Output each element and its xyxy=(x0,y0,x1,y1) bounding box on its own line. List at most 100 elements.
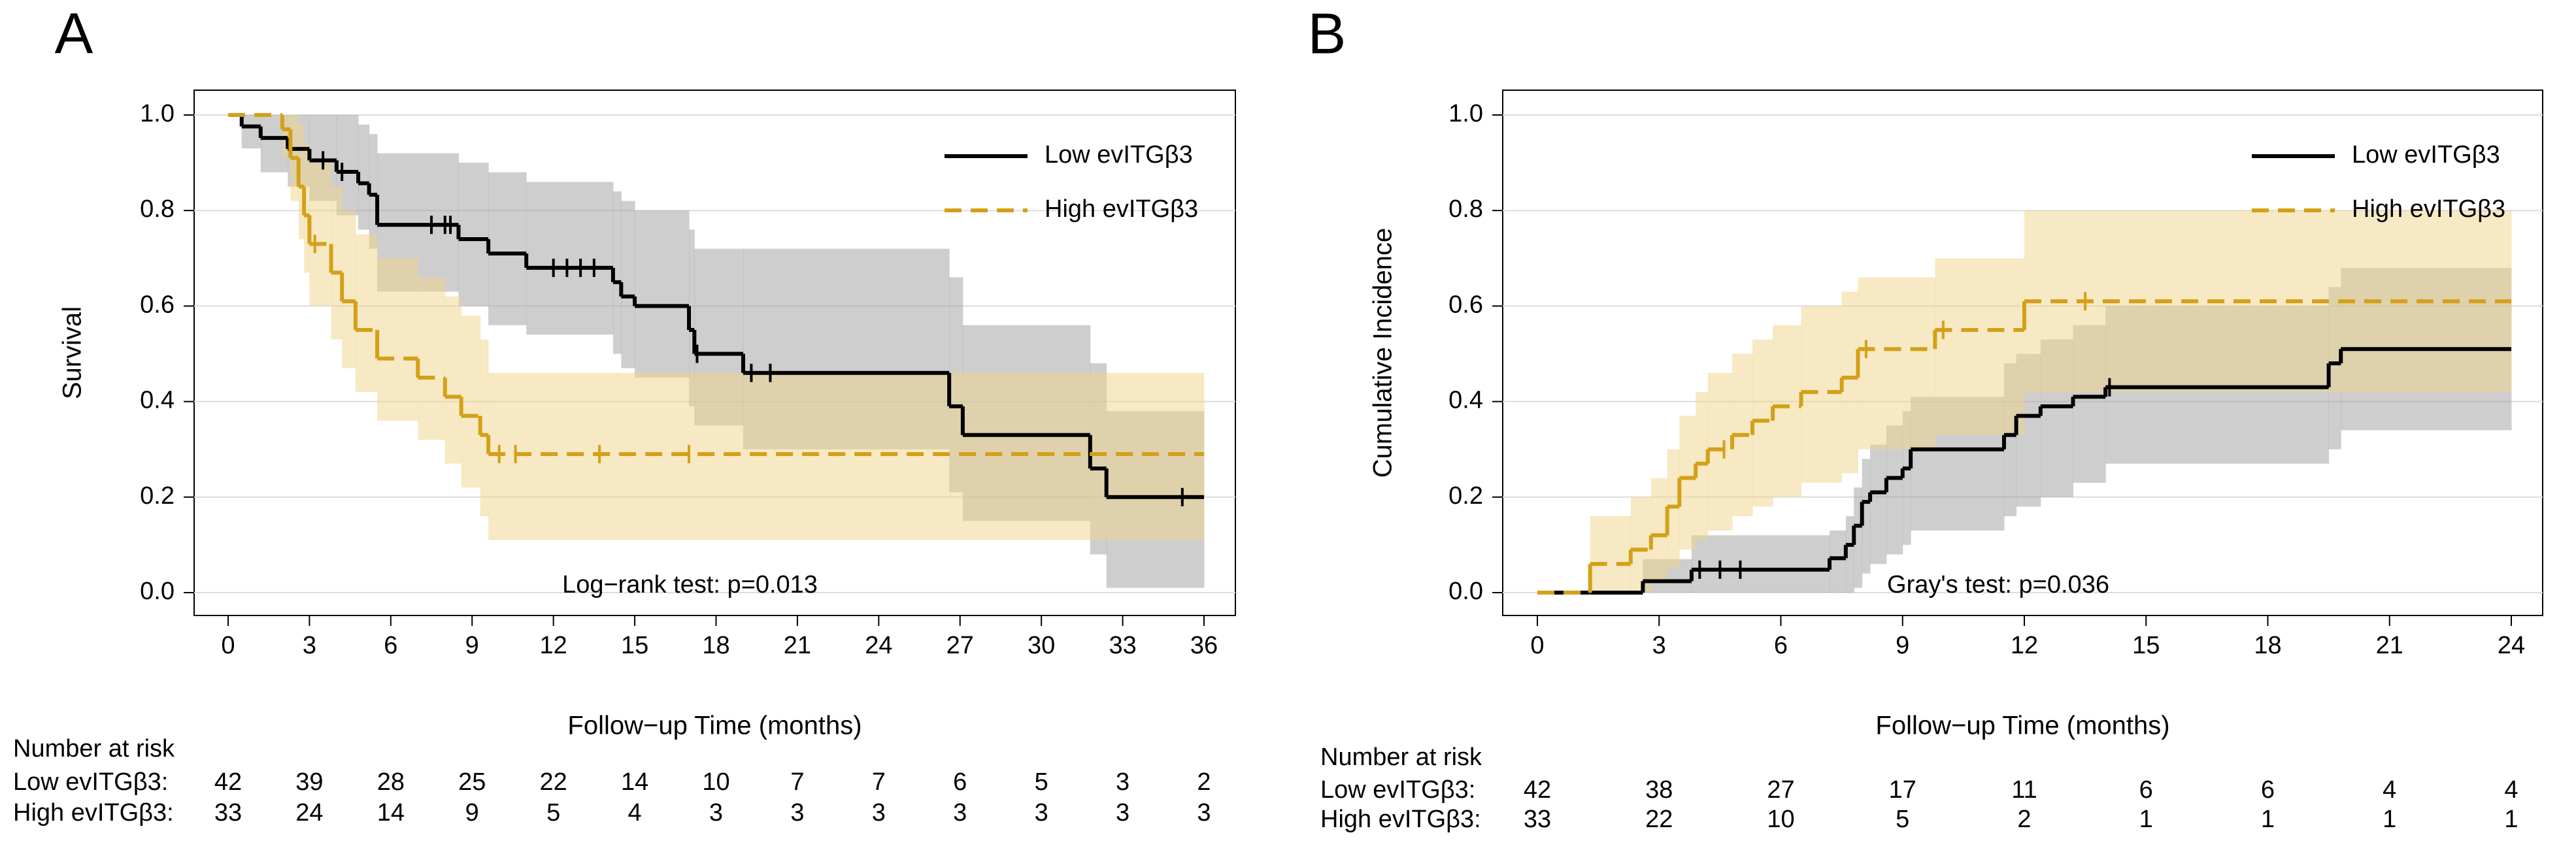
risk-count: 33 xyxy=(214,799,242,827)
risk-count: 3 xyxy=(872,799,886,827)
risk-count: 3 xyxy=(1116,768,1129,796)
risk-count: 17 xyxy=(1889,776,1916,804)
x-tick-label: 6 xyxy=(384,632,397,659)
risk-count: 10 xyxy=(702,768,729,796)
annotation: Gray's test: p=0.036 xyxy=(1887,571,2109,598)
y-tick-label: 0.6 xyxy=(140,291,175,318)
confidence-band xyxy=(1752,339,1773,507)
risk-count: 6 xyxy=(2261,776,2275,804)
x-tick-label: 9 xyxy=(1896,632,1909,659)
confidence-band xyxy=(612,191,622,354)
confidence-band xyxy=(1707,372,1733,531)
x-tick-label: 36 xyxy=(1190,632,1218,659)
risk-row-label: Low evITGβ3: xyxy=(13,768,168,796)
risk-count: 3 xyxy=(1116,799,1129,827)
plot-frame xyxy=(193,90,1236,616)
y-tick-label: 0.6 xyxy=(1448,291,1483,318)
confidence-band xyxy=(355,234,378,392)
risk-count: 28 xyxy=(377,768,405,796)
confidence-band xyxy=(1696,391,1709,540)
confidence-band xyxy=(1667,449,1680,569)
x-tick-label: 27 xyxy=(946,632,974,659)
y-axis-title: Survival xyxy=(58,306,87,399)
x-tick-label: 18 xyxy=(702,632,729,659)
risk-count: 1 xyxy=(2504,806,2518,833)
x-tick-label: 15 xyxy=(2132,632,2160,659)
risk-count: 3 xyxy=(1035,799,1048,827)
risk-count: 7 xyxy=(872,768,886,796)
confidence-band xyxy=(1858,277,1935,450)
confidence-band xyxy=(488,372,1205,540)
risk-count: 3 xyxy=(709,799,723,827)
y-tick-label: 0.0 xyxy=(1448,578,1483,605)
confidence-band xyxy=(1679,416,1696,550)
legend-label: Low evITGβ3 xyxy=(1045,141,1193,169)
risk-row-label: Low evITGβ3: xyxy=(1320,776,1475,804)
y-tick-label: 0.0 xyxy=(140,578,175,605)
confidence-band xyxy=(377,258,418,421)
x-axis-title: Follow−up Time (months) xyxy=(1875,712,2169,740)
x-tick-label: 21 xyxy=(784,632,811,659)
y-tick-label: 0.2 xyxy=(140,482,175,510)
risk-count: 5 xyxy=(546,799,560,827)
x-tick-label: 0 xyxy=(1530,632,1544,659)
confidence-band xyxy=(488,172,527,325)
panel-label: A xyxy=(55,1,93,65)
confidence-band xyxy=(331,186,343,340)
x-tick-label: 24 xyxy=(2498,632,2525,659)
risk-count: 7 xyxy=(790,768,804,796)
risk-count: 42 xyxy=(214,768,242,796)
confidence-band xyxy=(458,163,489,306)
legend-label: Low evITGβ3 xyxy=(2352,141,2500,169)
risk-row-label: High evITGβ3: xyxy=(1320,806,1481,833)
confidence-band xyxy=(298,124,305,240)
x-tick-label: 33 xyxy=(1109,632,1136,659)
x-tick-label: 9 xyxy=(465,632,479,659)
x-tick-label: 24 xyxy=(865,632,892,659)
risk-count: 2 xyxy=(2017,806,2031,833)
risk-count: 27 xyxy=(1767,776,1794,804)
risk-count: 3 xyxy=(1197,799,1211,827)
risk-count: 9 xyxy=(465,799,479,827)
risk-count: 3 xyxy=(953,799,967,827)
y-tick-label: 0.4 xyxy=(140,387,175,414)
risk-count: 6 xyxy=(2139,776,2153,804)
confidence-band xyxy=(689,229,695,406)
x-tick-label: 3 xyxy=(1652,632,1666,659)
confidence-band xyxy=(461,316,481,488)
risk-count: 5 xyxy=(1896,806,1909,833)
risk-count: 4 xyxy=(2504,776,2518,804)
risk-count: 25 xyxy=(458,768,486,796)
risk-count: 2 xyxy=(1197,768,1211,796)
confidence-band xyxy=(1773,325,1802,497)
plot-frame xyxy=(1502,90,2543,616)
confidence-band xyxy=(1935,258,2025,435)
risk-table-title: Number at risk xyxy=(1320,744,1482,771)
risk-row-label: High evITGβ3: xyxy=(13,799,174,827)
confidence-band xyxy=(526,182,614,335)
y-tick-label: 0.2 xyxy=(1448,482,1483,510)
y-tick-label: 0.4 xyxy=(1448,387,1483,414)
confidence-band xyxy=(309,163,332,306)
risk-count: 3 xyxy=(790,799,804,827)
risk-count: 38 xyxy=(1645,776,1673,804)
risk-count: 11 xyxy=(2011,776,2037,804)
confidence-band xyxy=(1691,535,1830,593)
confidence-band xyxy=(444,296,462,464)
risk-count: 42 xyxy=(1524,776,1551,804)
x-tick-label: 15 xyxy=(621,632,648,659)
annotation: Log−rank test: p=0.013 xyxy=(562,571,818,598)
x-tick-label: 6 xyxy=(1774,632,1788,659)
confidence-band xyxy=(241,115,261,149)
confidence-band xyxy=(358,124,370,230)
risk-table-title: Number at risk xyxy=(13,735,175,762)
y-axis-title: Cumulative Incidence xyxy=(1369,228,1397,478)
confidence-band xyxy=(418,277,446,440)
risk-count: 1 xyxy=(2383,806,2396,833)
confidence-band xyxy=(1841,291,1858,474)
x-tick-label: 12 xyxy=(2011,632,2038,659)
legend-label: High evITGβ3 xyxy=(1045,195,1198,223)
x-tick-label: 3 xyxy=(303,632,316,659)
legend-label: High evITGβ3 xyxy=(2352,195,2505,223)
